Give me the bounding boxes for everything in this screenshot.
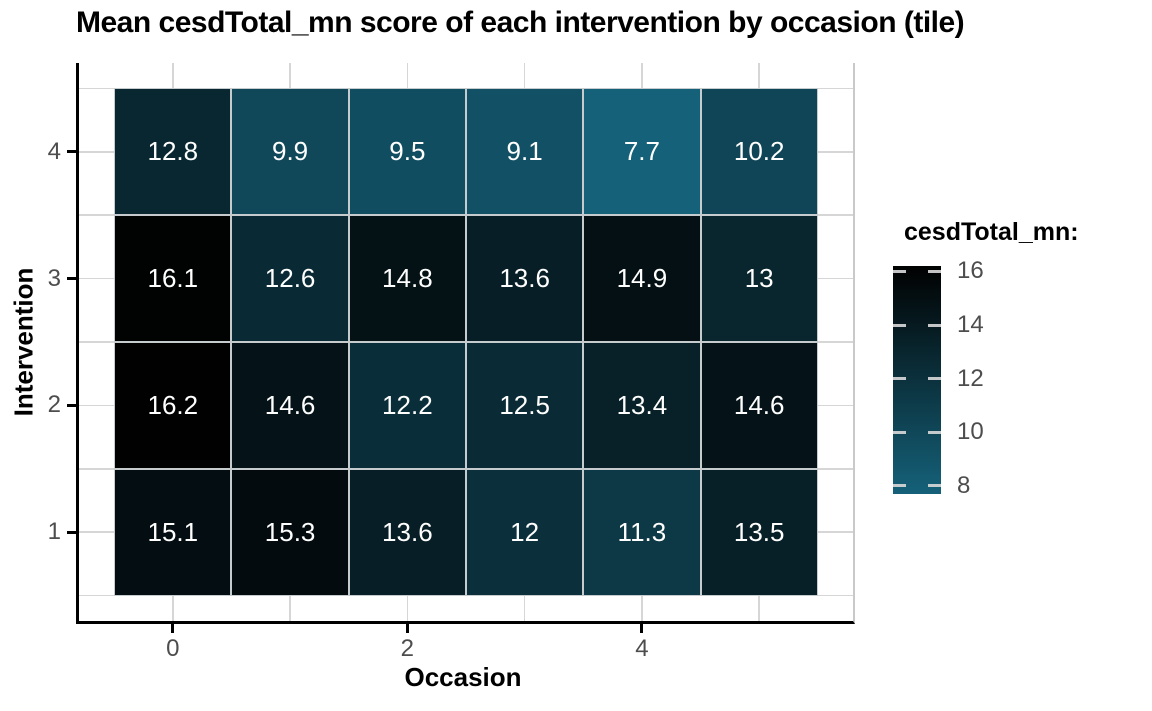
tile-value-label: 12 [510,516,540,547]
heatmap-tile: 16.1 [114,215,232,342]
y-axis-title: Intervention [8,267,39,417]
tile-value-label: 15.1 [147,516,199,547]
y-axis-tick [67,150,76,154]
heatmap-tile: 14.6 [700,342,818,469]
colorbar-tick [893,430,906,434]
y-axis-tick-label: 3 [47,264,61,292]
colorbar-tick [928,430,941,434]
x-axis-tick-label: 0 [166,635,180,662]
colorbar-tick [928,377,941,381]
heatmap-tile: 14.8 [348,215,466,342]
colorbar-tick-label: 14 [957,311,984,338]
tile-value-label: 13.5 [733,516,785,547]
x-axis-tick [640,624,644,633]
colorbar-tick-label: 16 [957,257,984,285]
tile-value-label: 13.6 [499,263,550,294]
colorbar-tick [928,269,941,273]
gridline-horizontal [79,594,853,597]
tile-value-label: 12.5 [499,389,550,420]
heatmap-tile: 16.2 [114,342,232,469]
heatmap-tile: 13.6 [348,468,466,596]
heatmap-tile: 14.6 [231,342,349,469]
colorbar-tick [893,323,906,327]
heatmap-tile: 12.5 [466,342,584,469]
colorbar-tick [893,484,906,488]
y-axis-tick-label: 1 [47,518,61,546]
tile-value-label: 16.2 [147,389,199,420]
tile-value-label: 14.6 [264,389,316,420]
heatmap-tile: 9.1 [466,88,584,216]
colorbar-tick [893,377,906,381]
tile-value-label: 7.7 [623,136,660,167]
heatmap-tile: 13.4 [583,342,701,469]
colorbar-tick-label: 10 [957,418,984,446]
x-axis-tick [171,624,175,633]
y-axis-tick [67,530,76,534]
y-axis-tick [67,277,76,281]
heatmap-tile: 14.9 [583,215,701,342]
heatmap-tile: 15.1 [114,468,232,596]
heatmap-tile: 12.2 [348,342,466,469]
y-axis-tick-label: 2 [47,391,61,419]
plot-panel: 12.8 9.9 9.5 9.1 7.7 10.2 16.1 12.6 14.8 13.6 14.9… [76,63,855,624]
x-axis-tick [405,624,409,633]
tile-value-label: 13.6 [382,516,433,547]
y-axis-tick [67,403,76,407]
heatmap-tile: 12 [466,468,584,596]
tile-value-label: 15.3 [264,516,316,547]
colorbar-tick-label: 8 [957,471,971,499]
tile-value-label: 9.5 [389,136,426,167]
tile-value-label: 13 [744,263,774,294]
heatmap-tile: 9.9 [231,88,349,216]
tile-value-label: 14.6 [733,389,785,420]
tile-value-label: 12.6 [264,263,316,294]
tile-value-label: 12.2 [382,389,433,420]
colorbar-tick [928,484,941,488]
heatmap-tile: 12.8 [114,88,232,216]
colorbar-tick [893,269,906,273]
tile-value-label: 10.2 [733,136,785,167]
heatmap-tile: 13.6 [466,215,584,342]
x-axis-title: Occasion [404,662,522,692]
y-axis-tick-label: 4 [47,137,61,165]
tile-value-label: 12.8 [147,136,199,167]
heatmap-tile: 13.5 [700,468,818,596]
colorbar-tick-label: 12 [957,364,984,392]
tile-value-label: 14.9 [616,263,668,294]
tile-value-label: 16.1 [147,263,199,294]
x-axis-tick-label: 2 [400,635,415,662]
heatmap-tile: 9.5 [348,88,466,216]
tile-value-label: 11.3 [617,516,667,547]
tile-value-label: 9.1 [506,136,543,167]
heatmap-tile: 12.6 [231,215,349,342]
heatmap-tile: 15.3 [231,468,349,596]
colorbar-tick [928,323,941,327]
heatmap-tile: 10.2 [700,88,818,216]
heatmap-tile: 7.7 [583,88,701,216]
tile-value-label: 13.4 [616,389,668,420]
legend-title: cesdTotal_mn: [904,218,1079,246]
x-axis-tick-label: 4 [635,635,649,662]
tile-value-label: 14.8 [382,263,433,294]
heatmap-tile: 13 [700,215,818,342]
heatmap-tile: 11.3 [583,468,701,596]
tile-value-label: 9.9 [272,136,309,167]
chart-title: Mean cesdTotal_mn score of each interven… [76,6,965,39]
